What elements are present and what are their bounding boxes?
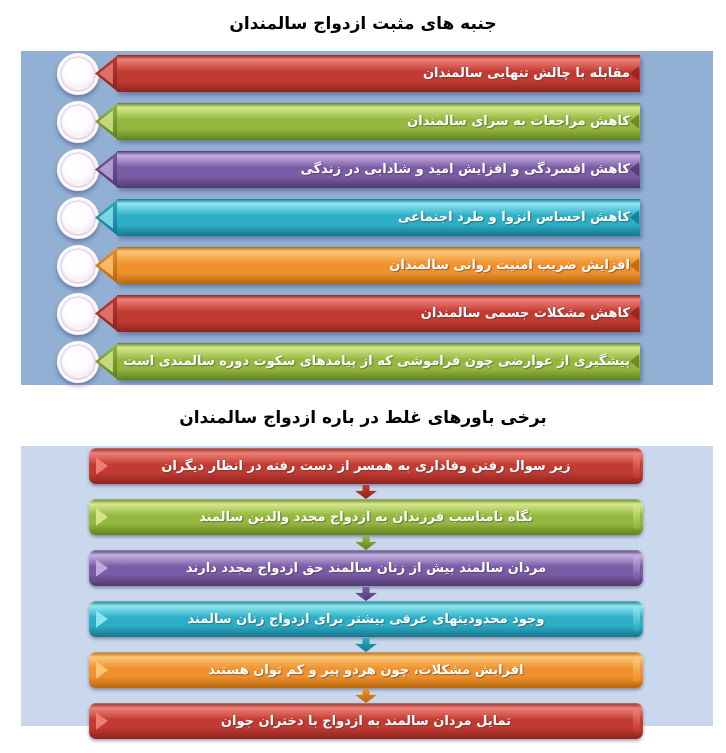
bar-label: مردان سالمند بیش از زنان سالمند حق ازدوا… — [185, 560, 547, 576]
positive-aspect-row: افزایش ضریب امنیت روانی سالمندان — [21, 244, 713, 287]
left-arrow-head-icon — [95, 55, 118, 92]
misconception-bar: مردان سالمند بیش از زنان سالمند حق ازدوا… — [89, 550, 643, 586]
positive-aspects-panel: مقابله با چالش تنهایی سالمندان کاهش مراج… — [21, 51, 713, 385]
left-arrow-head-icon — [95, 151, 118, 188]
down-arrow-connector-icon — [355, 536, 377, 550]
left-arrow-head-icon — [95, 103, 118, 140]
misconception-bar: وجود محدودیتهای عرفی بیشتر برای ازدواج ز… — [89, 601, 643, 637]
positive-aspect-row: کاهش مراجعات به سرای سالمندان — [21, 100, 713, 143]
misconception-bar: نگاه نامناسب فرزندان به ازدواج مجدد والد… — [89, 499, 643, 535]
circle-marker-icon — [57, 196, 99, 239]
positive-aspect-row: کاهش افسردگی و افزایش امید و شادابی در ز… — [21, 148, 713, 191]
down-arrow-connector-icon — [355, 485, 377, 499]
positive-aspects-title: جنبه های مثبت ازدواج سالمندان — [229, 14, 497, 34]
positive-aspect-bar: کاهش افسردگی و افزایش امید و شادابی در ز… — [117, 151, 640, 188]
positive-aspect-bar: کاهش مشکلات جسمی سالمندان — [117, 295, 640, 332]
circle-marker-icon — [57, 340, 99, 383]
positive-aspect-row: مقابله با چالش تنهایی سالمندان — [21, 52, 713, 95]
misconception-bar: زیر سوال رفتن وفاداری به همسر از دست رفت… — [89, 448, 643, 484]
down-arrow-connector-icon — [355, 638, 377, 652]
bar-label: کاهش افسردگی و افزایش امید و شادابی در ز… — [300, 162, 630, 177]
left-arrow-head-icon — [95, 295, 118, 332]
circle-marker-icon — [57, 100, 99, 143]
bar-label: افزایش مشکلات، چون هردو پیر و کم توان هس… — [208, 662, 524, 678]
circle-marker-icon — [57, 244, 99, 287]
bar-label: افزایش ضریب امنیت روانی سالمندان — [389, 258, 630, 273]
down-arrow-connector-icon — [355, 587, 377, 601]
misconceptions-title: برخی باورهای غلط در باره ازدواج سالمندان — [179, 408, 547, 428]
bar-label: کاهش مشکلات جسمی سالمندان — [420, 306, 630, 321]
positive-aspect-row: کاهش احساس انزوا و طرد اجتماعی — [21, 196, 713, 239]
left-arrow-head-icon — [95, 343, 118, 380]
left-arrow-head-icon — [95, 247, 118, 284]
bar-label: کاهش مراجعات به سرای سالمندان — [407, 114, 630, 129]
bar-label: مقابله با چالش تنهایی سالمندان — [422, 66, 630, 81]
bar-label: زیر سوال رفتن وفاداری به همسر از دست رفت… — [161, 458, 571, 474]
positive-aspect-bar: کاهش مراجعات به سرای سالمندان — [117, 103, 640, 140]
positive-aspect-bar: کاهش احساس انزوا و طرد اجتماعی — [117, 199, 640, 236]
positive-aspect-bar: افزایش ضریب امنیت روانی سالمندان — [117, 247, 640, 284]
circle-marker-icon — [57, 292, 99, 335]
misconceptions-panel: زیر سوال رفتن وفاداری به همسر از دست رفت… — [21, 446, 713, 739]
circle-marker-icon — [57, 148, 99, 191]
bar-label: پیشگیری از عوارضی چون فراموشی که از پیام… — [123, 354, 630, 369]
bar-label: تمایل مردان سالمند به ازدواج با دختران ج… — [220, 713, 512, 729]
misconception-bar: افزایش مشکلات، چون هردو پیر و کم توان هس… — [89, 652, 643, 688]
left-arrow-head-icon — [95, 199, 118, 236]
bar-label: نگاه نامناسب فرزندان به ازدواج مجدد والد… — [199, 509, 533, 525]
bar-label: وجود محدودیتهای عرفی بیشتر برای ازدواج ز… — [187, 611, 545, 627]
positive-aspect-bar: پیشگیری از عوارضی چون فراموشی که از پیام… — [117, 343, 640, 380]
positive-aspect-bar: مقابله با چالش تنهایی سالمندان — [117, 55, 640, 92]
positive-aspect-row: کاهش مشکلات جسمی سالمندان — [21, 292, 713, 335]
circle-marker-icon — [57, 52, 99, 95]
misconception-bar: تمایل مردان سالمند به ازدواج با دختران ج… — [89, 703, 643, 739]
down-arrow-connector-icon — [355, 689, 377, 703]
bar-label: کاهش احساس انزوا و طرد اجتماعی — [397, 210, 630, 225]
positive-aspect-row: پیشگیری از عوارضی چون فراموشی که از پیام… — [21, 340, 713, 383]
